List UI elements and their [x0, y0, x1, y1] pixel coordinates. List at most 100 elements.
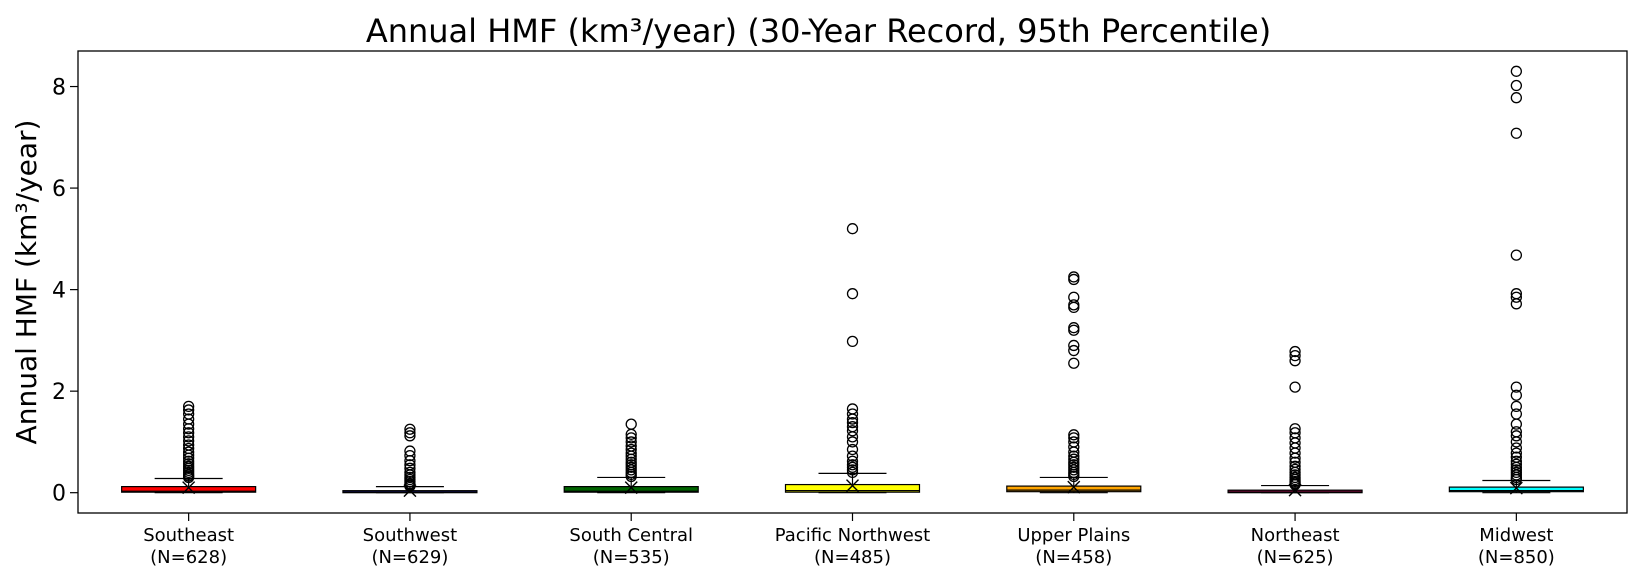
outlier-6-9 — [1510, 447, 1523, 459]
box-2 — [563, 418, 699, 495]
outlier-6-14 — [1510, 418, 1523, 430]
outlier-4-21 — [1068, 291, 1080, 303]
outlier-4-20 — [1068, 299, 1080, 311]
x-tick-label-6: Midwest (N=850) — [1478, 525, 1555, 568]
box-series-group — [121, 65, 1584, 498]
outlier-4-8 — [1068, 450, 1080, 462]
outlier-3-9 — [846, 425, 859, 437]
box-4 — [1006, 271, 1142, 494]
outlier-5-18 — [1289, 355, 1301, 367]
mean-marker-6-b — [1509, 481, 1523, 495]
outlier-5-14 — [1289, 432, 1301, 444]
x-tick-label-1: Southwest (N=629) — [363, 525, 458, 568]
outlier-2-15 — [625, 418, 637, 430]
outlier-4-23 — [1068, 271, 1080, 283]
outlier-6-15 — [1510, 408, 1523, 420]
outlier-6-23 — [1510, 127, 1523, 139]
outlier-0-11 — [182, 446, 195, 458]
y-tick-label-3: 6 — [52, 177, 66, 202]
outlier-1-9 — [404, 459, 416, 471]
outlier-1-11 — [404, 449, 416, 462]
plot-area-frame — [77, 50, 1628, 514]
outlier-1-12 — [404, 445, 416, 457]
outlier-6-20 — [1510, 291, 1523, 303]
outlier-4-11 — [1068, 436, 1080, 448]
outlier-0-15 — [182, 431, 195, 443]
chart-title: Annual HMF (km³/year) (30-Year Record, 9… — [366, 12, 1271, 50]
y-tick-label-4: 8 — [52, 76, 66, 101]
box-1 — [342, 423, 478, 498]
y-axis-label: Annual HMF (km³/year) — [10, 120, 43, 445]
mean-marker-4-b — [1067, 480, 1081, 494]
x-tick-label-4: Upper Plains (N=458) — [1017, 525, 1130, 568]
outlier-1-13 — [404, 430, 416, 442]
outlier-6-6 — [1510, 458, 1523, 470]
outlier-4-17 — [1068, 324, 1080, 336]
outlier-0-14 — [182, 435, 195, 447]
outlier-6-24 — [1510, 92, 1523, 104]
x-axis-ticks: Southeast (N=628) Southwest (N=629) South Ce… — [143, 513, 1555, 568]
outlier-1-8 — [404, 462, 416, 474]
outlier-6-16 — [1510, 400, 1523, 413]
outlier-3-15 — [846, 335, 859, 348]
mean-marker-2-b — [624, 481, 638, 495]
box-0 — [121, 400, 257, 495]
outlier-3-6 — [846, 443, 859, 456]
box-rect-6 — [1448, 486, 1584, 493]
outlier-2-9 — [625, 447, 637, 459]
box-5 — [1227, 345, 1363, 497]
outlier-1-14 — [404, 427, 416, 439]
outlier-2-6 — [625, 456, 637, 468]
outlier-0-22 — [182, 400, 195, 413]
box-rect-0 — [121, 486, 257, 493]
y-tick-label-0: 0 — [52, 482, 66, 507]
outlier-3-5 — [846, 450, 859, 462]
outlier-6-8 — [1510, 451, 1523, 463]
y-tick-label-1: 2 — [52, 380, 66, 405]
outlier-6-25 — [1510, 79, 1523, 92]
mean-marker-0 — [182, 481, 196, 495]
outlier-0-8 — [182, 455, 195, 467]
outlier-4-19 — [1068, 301, 1080, 314]
outlier-4-12 — [1068, 432, 1080, 444]
mean-marker-3-b — [846, 479, 859, 493]
outlier-4-14 — [1068, 357, 1080, 369]
x-tick-label-2: South Central (N=535) — [569, 525, 693, 568]
outlier-0-16 — [182, 427, 195, 439]
outlier-3-3 — [846, 459, 859, 471]
outlier-6-10 — [1510, 442, 1523, 454]
outlier-6-26 — [1510, 65, 1523, 77]
outlier-5-9 — [1289, 456, 1301, 468]
outlier-3-13 — [846, 408, 859, 420]
x-tick-label-0: Southeast (N=628) — [143, 525, 234, 568]
outlier-2-12 — [625, 436, 637, 448]
outlier-6-17 — [1510, 389, 1523, 401]
x-tick-label-5: Northeast (N=625) — [1251, 525, 1340, 568]
outlier-3-7 — [846, 436, 859, 448]
outlier-5-7 — [1289, 463, 1301, 475]
outlier-6-13 — [1510, 426, 1523, 438]
box-rect-2 — [563, 486, 699, 493]
outlier-2-13 — [625, 432, 637, 444]
box-3 — [784, 223, 921, 494]
mean-marker-0-b — [182, 481, 196, 495]
outlier-3-10 — [846, 421, 859, 433]
outlier-0-12 — [182, 442, 195, 455]
outlier-0-13 — [182, 439, 195, 451]
box-rect-4 — [1006, 485, 1142, 493]
outlier-5-17 — [1289, 381, 1301, 393]
outlier-6-7 — [1510, 455, 1523, 467]
outlier-2-11 — [625, 440, 637, 452]
outlier-5-19 — [1289, 349, 1301, 362]
outlier-0-20 — [182, 408, 195, 420]
y-axis-ticks: 0 2 4 6 8 — [52, 76, 78, 507]
x-tick-label-3: Pacific Northwest (N=485) — [775, 525, 931, 568]
outlier-4-7 — [1068, 453, 1080, 465]
outlier-2-10 — [625, 443, 637, 456]
outlier-3-11 — [846, 416, 859, 429]
outlier-4-18 — [1068, 322, 1080, 334]
outlier-6-22 — [1510, 249, 1523, 261]
box-6 — [1448, 65, 1584, 495]
